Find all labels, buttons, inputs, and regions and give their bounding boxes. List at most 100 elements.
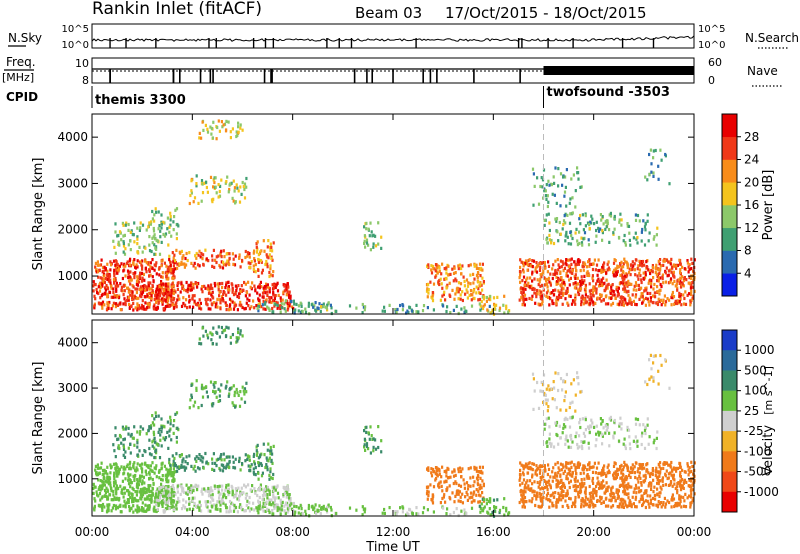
- power-cell: [125, 261, 129, 266]
- power-cell: [676, 288, 679, 292]
- power-cell: [147, 225, 150, 229]
- power-cell: [691, 261, 694, 265]
- velocity-cell: [465, 481, 469, 485]
- velocity-cell: [411, 511, 414, 515]
- power-cell: [549, 272, 552, 276]
- velocity-cell: [103, 477, 106, 481]
- power-cell: [103, 303, 106, 307]
- velocity-cell: [141, 493, 145, 497]
- power-cell: [577, 292, 580, 296]
- power-cell: [284, 299, 288, 303]
- cpid-program-1: themis 3300: [95, 93, 186, 108]
- power-cell: [224, 181, 227, 185]
- power-cell: [111, 304, 114, 308]
- power-cell: [608, 213, 611, 217]
- velocity-cell: [301, 512, 304, 516]
- power-x-ticks: [91, 114, 695, 314]
- power-cell: [161, 275, 164, 279]
- power-cell: [536, 278, 539, 282]
- power-cell: [601, 238, 604, 242]
- power-cell: [614, 259, 617, 263]
- power-cell: [266, 245, 269, 249]
- power-cell: [557, 167, 560, 171]
- velocity-cell: [132, 504, 135, 508]
- velocity-cell: [437, 467, 440, 471]
- power-cell: [624, 301, 627, 305]
- velocity-cell: [361, 505, 364, 509]
- velocity-cell: [258, 495, 261, 500]
- power-cell: [228, 262, 231, 267]
- power-cell: [132, 259, 135, 263]
- power-cell: [589, 292, 592, 296]
- power-cell: [212, 296, 215, 300]
- velocity-cell: [461, 467, 464, 471]
- velocity-cell: [272, 489, 275, 493]
- power-cell: [547, 212, 550, 216]
- power-cell: [543, 276, 546, 280]
- power-cell: [368, 234, 371, 238]
- power-cell: [191, 296, 194, 301]
- power-cell: [466, 290, 469, 294]
- power-cell: [213, 281, 216, 286]
- power-cell: [127, 275, 130, 280]
- velocity-cell: [153, 471, 156, 475]
- power-cell: [290, 300, 293, 304]
- power-cell: [441, 294, 444, 298]
- power-cell: [569, 242, 573, 246]
- power-cell: [548, 303, 551, 307]
- power-cell: [367, 227, 370, 231]
- power-cell: [146, 294, 149, 298]
- velocity-cell: [263, 487, 266, 491]
- power-cell: [650, 282, 653, 286]
- power-cell: [106, 287, 110, 291]
- power-cell: [551, 192, 554, 196]
- power-cell: [218, 298, 221, 302]
- power-cell: [663, 294, 666, 298]
- power-cell: [672, 263, 675, 267]
- power-cell: [590, 298, 593, 302]
- power-cell: [173, 306, 176, 310]
- velocity-cell: [246, 499, 249, 503]
- power-cell: [544, 266, 547, 270]
- velocity-cell: [200, 489, 203, 494]
- power-cell: [564, 234, 567, 238]
- power-cell: [604, 287, 607, 291]
- velocity-cell: [164, 474, 167, 478]
- velocity-cell: [260, 507, 263, 511]
- power-cell: [127, 228, 130, 232]
- power-cell: [581, 295, 584, 299]
- power-cell: [557, 263, 560, 267]
- power-cell: [245, 301, 248, 305]
- power-cell: [682, 293, 685, 297]
- velocity-cell: [190, 484, 193, 488]
- power-cell: [427, 282, 430, 286]
- velocity-cell: [461, 492, 464, 496]
- power-cell: [486, 308, 489, 312]
- power-cell: [627, 289, 630, 293]
- power-cell: [92, 289, 95, 293]
- velocity-cell: [567, 505, 570, 509]
- power-cell: [95, 268, 98, 272]
- power-cell: [478, 302, 481, 306]
- velocity-cell: [169, 415, 172, 419]
- power-cell: [573, 275, 576, 279]
- power-cell: [224, 129, 228, 133]
- velocity-cell: [124, 505, 127, 509]
- velocity-cell: [164, 501, 167, 505]
- power-cell: [271, 299, 275, 303]
- velocity-cell: [559, 480, 562, 485]
- velocity-cell: [438, 469, 441, 473]
- power-cell: [127, 222, 130, 227]
- power-cell: [259, 259, 263, 263]
- velocity-cell: [580, 478, 583, 482]
- power-cell: [176, 283, 179, 287]
- power-cell: [557, 184, 560, 188]
- power-cell: [656, 279, 659, 283]
- power-cell: [595, 220, 598, 224]
- power-cell: [272, 290, 275, 294]
- velocity-cell: [141, 470, 144, 474]
- velocity-cell: [201, 460, 204, 464]
- power-cell: [520, 286, 523, 290]
- velocity-cell: [592, 481, 595, 485]
- power-cell: [675, 264, 678, 268]
